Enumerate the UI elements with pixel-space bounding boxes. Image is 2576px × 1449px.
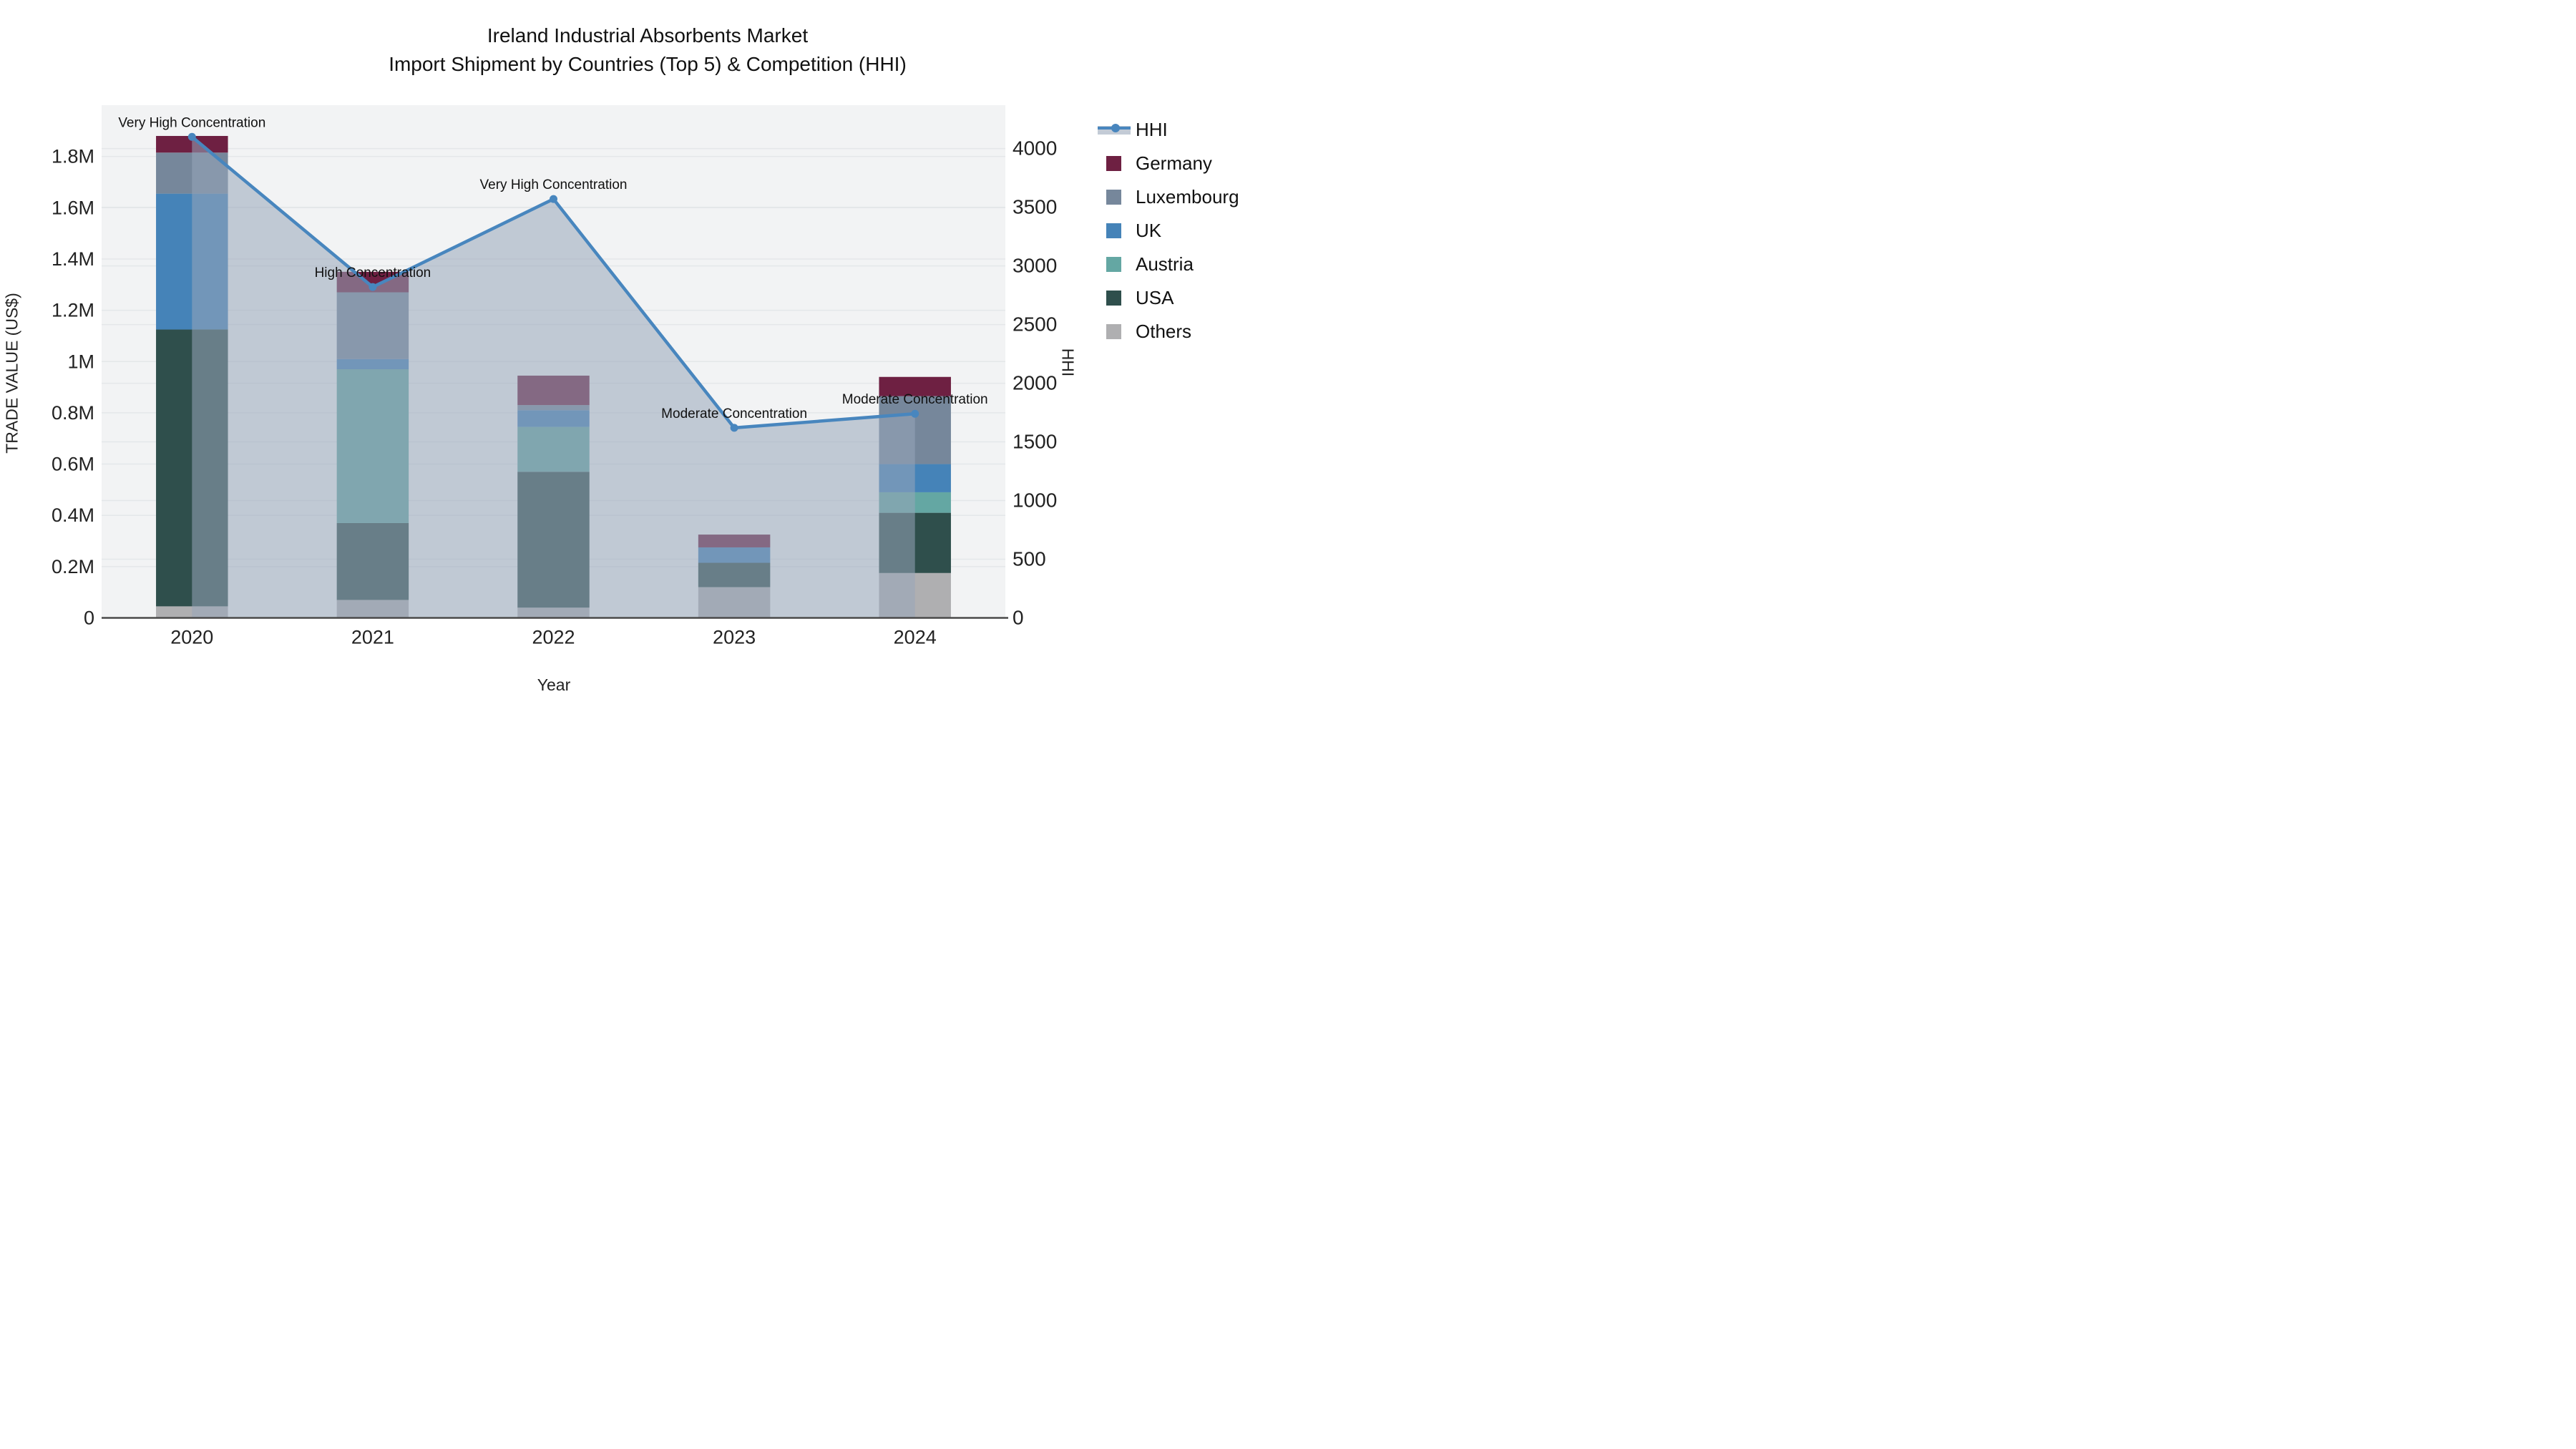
x-tick-label-2020: 2020 [170, 627, 213, 648]
legend-item-austria[interactable]: Austria [1098, 248, 1239, 281]
annotation-2023: Moderate Concentration [661, 406, 807, 421]
legend-swatch-uk [1106, 223, 1121, 238]
y-right-tick-label: 0 [1013, 607, 1024, 629]
annotation-2020: Very High Concentration [118, 115, 265, 130]
y-left-tick-label: 0.8M [52, 402, 94, 424]
y-right-tick-label: 1000 [1013, 489, 1057, 512]
hhi-marker-2022[interactable] [550, 195, 557, 203]
legend-label-germany: Germany [1136, 152, 1212, 174]
y-left-tick-label: 0.6M [52, 454, 94, 475]
chart-title-line2: Import Shipment by Countries (Top 5) & C… [389, 53, 907, 75]
y-right-tick-label: 500 [1013, 548, 1046, 570]
x-tick-label-2022: 2022 [532, 627, 575, 648]
legend-label-austria: Austria [1136, 253, 1194, 275]
y-right-tick-label: 3500 [1013, 196, 1057, 218]
legend-swatch-usa [1106, 291, 1121, 306]
legend-swatch-others [1106, 324, 1121, 339]
legend-item-hhi[interactable]: HHI [1098, 113, 1239, 147]
y-left-tick-label: 1.4M [52, 248, 94, 270]
legend-label-uk: UK [1136, 220, 1162, 241]
y-left-tick-label: 1M [67, 351, 94, 372]
x-tick-label-2023: 2023 [713, 627, 756, 648]
y-left-tick-label: 0.4M [52, 504, 94, 526]
legend-item-others[interactable]: Others [1098, 315, 1239, 348]
legend-swatch-luxembourg [1106, 190, 1121, 205]
hhi-marker-2021[interactable] [369, 283, 377, 291]
chart-canvas: Very High Concentration High Concentratio… [52, 105, 1057, 648]
legend-label-luxembourg: Luxembourg [1136, 186, 1239, 208]
hhi-marker-2024[interactable] [911, 409, 919, 418]
hhi-marker-2020[interactable] [187, 132, 196, 141]
y-right-tick-label: 4000 [1013, 137, 1057, 160]
chart-title-line1: Ireland Industrial Absorbents Market [487, 24, 809, 47]
hhi-area-fill [192, 137, 915, 618]
legend-label-hhi: HHI [1136, 119, 1168, 140]
bar-segment-germany-2024[interactable] [879, 376, 951, 396]
y-right-tick-label: 2500 [1013, 313, 1057, 336]
y-left-tick-label: 1.8M [52, 146, 94, 167]
x-tick-label-2021: 2021 [351, 627, 394, 648]
hhi-legend-sample-icon [1098, 124, 1131, 135]
x-tick-label-2024: 2024 [894, 627, 937, 648]
legend-item-uk[interactable]: UK [1098, 214, 1239, 248]
y-left-tick-label: 0 [84, 608, 94, 629]
legend-item-luxembourg[interactable]: Luxembourg [1098, 180, 1239, 214]
annotation-2021: High Concentration [315, 265, 431, 280]
annotation-2024: Moderate Concentration [842, 392, 988, 407]
figure: Ireland Industrial Absorbents Market Imp… [0, 0, 1288, 724]
legend-label-others: Others [1136, 321, 1192, 342]
y-right-tick-label: 1500 [1013, 431, 1057, 453]
y-left-tick-label: 0.2M [52, 556, 94, 577]
legend-swatch-austria [1106, 257, 1121, 272]
annotation-2022: Very High Concentration [480, 177, 628, 192]
y-right-tick-label: 3000 [1013, 255, 1057, 277]
y-right-tick-label: 2000 [1013, 372, 1057, 394]
legend-label-usa: USA [1136, 287, 1174, 308]
legend-item-germany[interactable]: Germany [1098, 147, 1239, 180]
chart-title: Ireland Industrial Absorbents Market Imp… [0, 21, 1288, 79]
y-left-tick-label: 1.6M [52, 197, 94, 218]
hhi-marker-2023[interactable] [730, 424, 738, 432]
legend-swatch-germany [1106, 156, 1121, 171]
y-left-tick-label: 1.2M [52, 300, 94, 321]
legend-item-usa[interactable]: USA [1098, 281, 1239, 315]
legend: HHI Germany Luxembourg UK Austria USA Others [1098, 113, 1239, 348]
x-axis-title: Year [537, 675, 571, 694]
